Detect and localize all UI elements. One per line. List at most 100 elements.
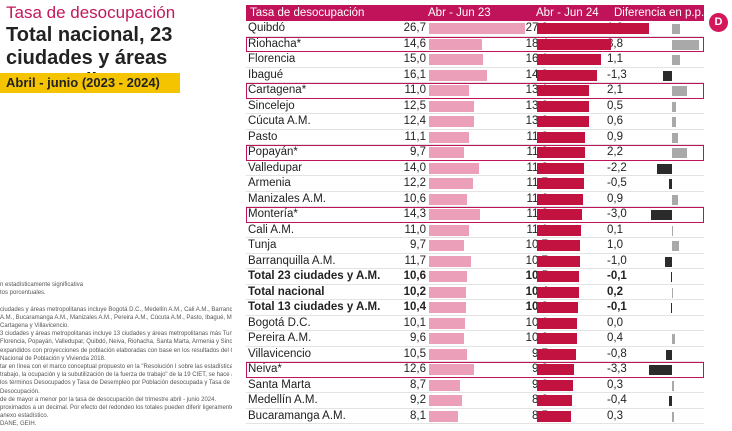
bar-2024 — [537, 333, 577, 344]
bar-diff — [666, 349, 672, 360]
city-name: Total 23 ciudades y A.M. — [248, 270, 381, 282]
bar-2024 — [537, 410, 571, 422]
bar-2023 — [429, 162, 480, 174]
bar-diff — [669, 396, 672, 406]
value-diff: -0,8 — [607, 347, 627, 360]
bar-2023 — [429, 178, 473, 189]
footnote-line: Nacional de Población y Vivienda 2018. — [0, 355, 106, 362]
footnote-line: A.M., Bucaramanga A.M., Manizales A.M., … — [0, 314, 232, 321]
bar-2023 — [429, 85, 469, 96]
bar-2024 — [537, 348, 576, 360]
table-row: Bucaramanga A.M.8,18,50,3 — [246, 409, 704, 424]
header-city: Tasa de desocupación — [250, 7, 365, 19]
value-2023: 26,7 — [403, 22, 426, 34]
value-2023: 12,6 — [403, 363, 426, 375]
header-diff: Diferencia en p.p. — [614, 7, 705, 19]
value-diff: -1,3 — [607, 68, 627, 81]
bar-2024 — [537, 209, 582, 220]
header-2024: Abr - Jun 24 — [536, 7, 599, 19]
bar-2023 — [429, 209, 481, 220]
bar-2024 — [537, 178, 584, 189]
value-diff: -2,2 — [607, 161, 627, 174]
value-diff: -0,5 — [607, 177, 627, 189]
bar-2024 — [537, 85, 590, 96]
footnote-line: n estadísticamente significativa — [0, 282, 84, 288]
city-name: Florencia — [248, 53, 296, 65]
bar-diff — [672, 24, 681, 34]
bar-2023 — [429, 302, 467, 313]
city-name: Quibdó — [248, 22, 286, 34]
bar-diff — [672, 411, 675, 422]
value-diff: -3,3 — [607, 363, 627, 375]
table-row: Pereira A.M.9,610,00,4 — [246, 331, 704, 347]
bar-2023 — [429, 100, 474, 112]
city-name: Manizales A.M. — [248, 192, 326, 205]
value-2023: 14,0 — [403, 161, 426, 174]
value-2023: 11,0 — [404, 223, 426, 236]
bar-2023 — [429, 193, 468, 205]
footnote-line: Cartagena y Villavicencio. — [0, 323, 69, 330]
bar-2024 — [537, 54, 602, 65]
footnote-line: tos porcentuales. — [0, 290, 46, 297]
table-row: Bogotá D.C.10,110,10,0 — [246, 316, 704, 331]
value-2023: 12,2 — [403, 177, 426, 189]
value-2023: 12,5 — [403, 99, 426, 112]
city-name: Total nacional — [248, 285, 325, 298]
footnote-line: 3 ciudades y áreas metropolitanas incluy… — [0, 331, 232, 338]
bar-2024 — [537, 116, 589, 127]
city-name: Medellín A.M. — [248, 394, 318, 406]
bar-2024 — [537, 100, 589, 112]
bar-diff — [668, 179, 672, 189]
value-diff: 0,3 — [607, 378, 623, 391]
footnote-line: trabajo, la ocupación y la subutilizació… — [0, 372, 232, 379]
table-row: Riohacha*14,618,43,8 — [246, 36, 704, 52]
footnote-line: ciudades y áreas metropolitanas incluye … — [0, 306, 232, 313]
city-name: Total 13 ciudades y A.M. — [248, 301, 381, 313]
bar-diff — [672, 334, 675, 344]
bar-2023 — [429, 224, 469, 236]
value-diff: 0,5 — [607, 99, 623, 112]
bar-diff — [672, 117, 677, 127]
bar-diff — [671, 272, 672, 282]
value-2023: 15,0 — [403, 53, 426, 65]
period-badge: Abril - junio (2023 - 2024) — [0, 73, 180, 93]
value-diff: 0,9 — [607, 192, 623, 205]
footnote-line: DANE, GEIH. — [0, 421, 37, 428]
city-name: Neiva* — [248, 363, 282, 375]
bar-diff — [672, 132, 679, 143]
bar-2024 — [537, 193, 584, 205]
value-2023: 10,5 — [403, 347, 426, 360]
value-2023: 16,1 — [403, 68, 426, 81]
footnote-line: anexo estadístico. — [0, 413, 49, 420]
bar-2024 — [537, 364, 575, 375]
table-header: Tasa de desocupación Abr - Jun 23 Abr - … — [246, 5, 704, 21]
value-diff: 2,2 — [607, 146, 623, 158]
chart-title: Tasa de desocupación — [6, 3, 176, 22]
bar-diff — [665, 256, 672, 267]
bar-2023 — [429, 333, 464, 344]
bar-2023 — [429, 379, 461, 391]
bar-2024 — [537, 38, 611, 50]
bar-2024 — [537, 271, 579, 282]
value-2023: 8,7 — [410, 378, 426, 391]
value-diff: 3,8 — [607, 37, 623, 50]
value-2023: 9,6 — [410, 332, 426, 344]
footnotes: n estadísticamente significativa tos porc… — [0, 281, 232, 429]
bar-2023 — [429, 54, 483, 65]
value-diff: 0,3 — [607, 409, 623, 422]
value-diff: 2,1 — [607, 84, 623, 96]
bar-diff — [672, 86, 687, 96]
city-name: Pasto — [248, 130, 278, 143]
city-name: Pereira A.M. — [248, 332, 312, 344]
footnote-line: de de mayor a menor por la tasa de desoc… — [0, 396, 217, 403]
value-2023: 14,6 — [403, 37, 426, 50]
dane-logo-icon: D — [709, 13, 728, 32]
table-row: Cartagena*11,013,12,1 — [246, 83, 704, 99]
value-2023: 10,6 — [403, 270, 426, 282]
city-name: Villavicencio — [248, 347, 312, 360]
